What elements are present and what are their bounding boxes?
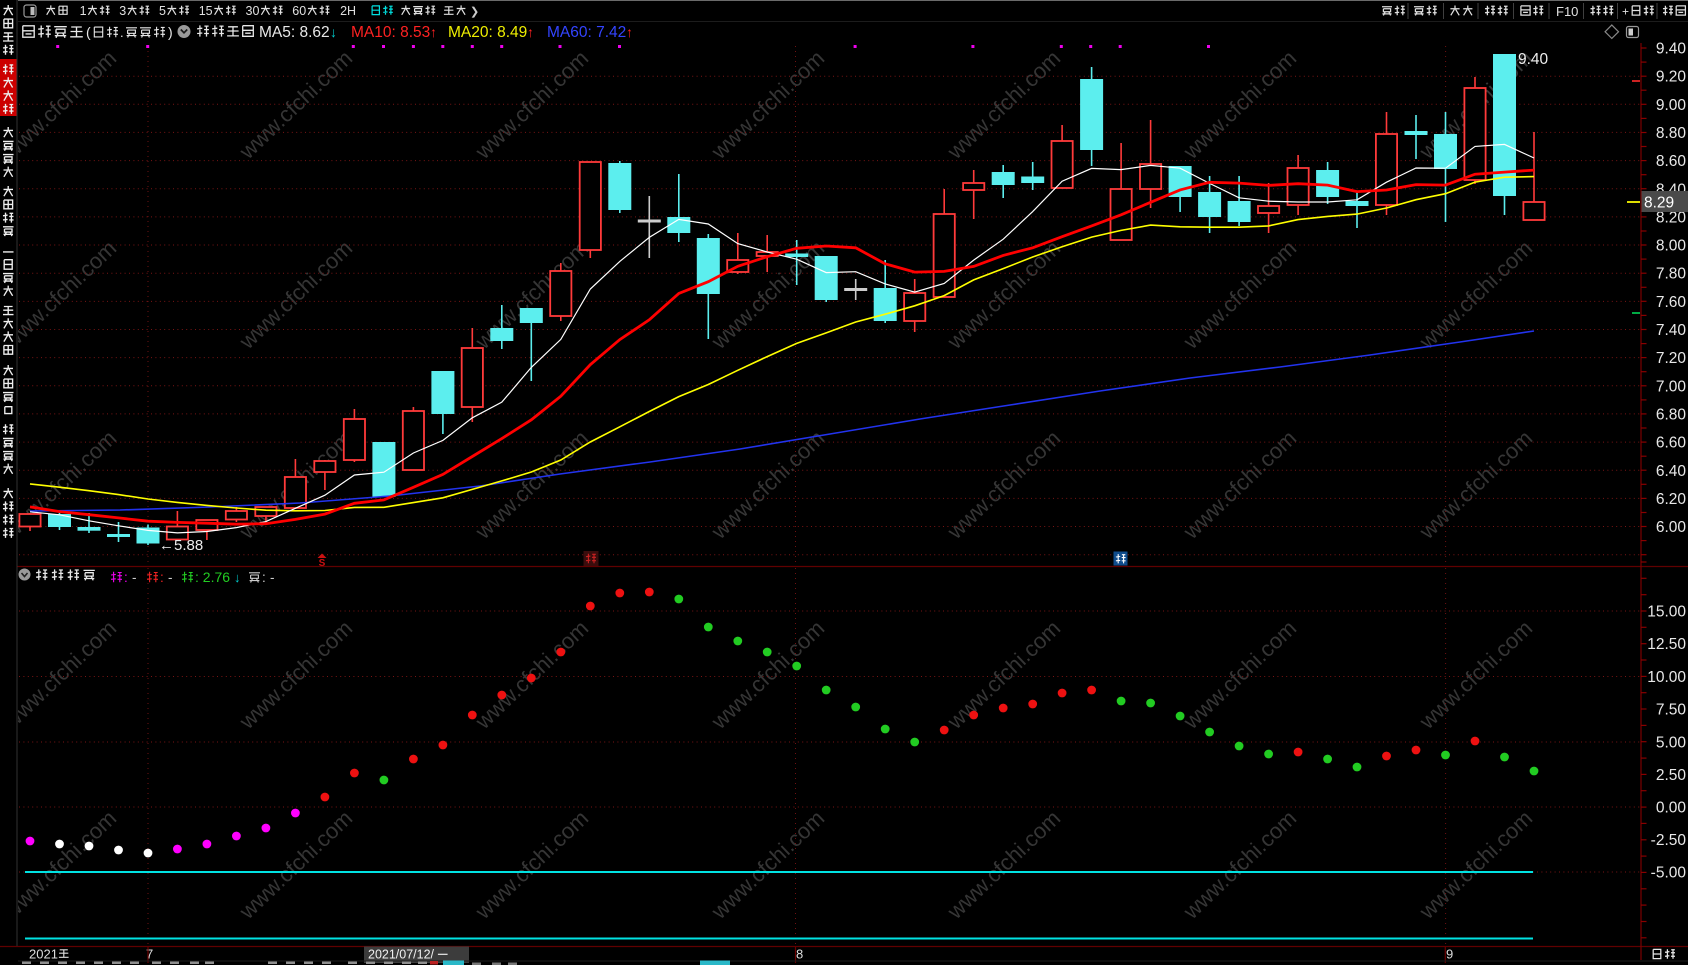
svg-text:6.80: 6.80	[1656, 406, 1687, 423]
svg-text:5.00: 5.00	[1656, 735, 1687, 752]
svg-text:❯: ❯	[470, 6, 479, 18]
svg-text:↓: ↓	[234, 570, 241, 585]
svg-text:9: 9	[1446, 947, 1453, 962]
svg-text:MA20: 8.49: MA20: 8.49	[448, 24, 527, 41]
svg-text:7.80: 7.80	[1656, 266, 1687, 283]
svg-text:9.20: 9.20	[1656, 69, 1687, 86]
svg-text:8.60: 8.60	[1656, 153, 1687, 170]
svg-text:7.20: 7.20	[1656, 350, 1687, 367]
svg-text:12.50: 12.50	[1647, 636, 1686, 653]
svg-text:S: S	[319, 558, 326, 569]
svg-text:6.00: 6.00	[1656, 519, 1687, 536]
svg-text:.: .	[120, 25, 124, 40]
svg-text:-: -	[132, 570, 137, 585]
svg-text:30: 30	[246, 4, 260, 18]
svg-text:MA10: 8.53: MA10: 8.53	[351, 24, 430, 41]
svg-text::: :	[262, 570, 266, 585]
svg-text:2.50: 2.50	[1656, 767, 1687, 784]
svg-text:-: -	[168, 570, 173, 585]
svg-text:2021/07/12/: 2021/07/12/	[368, 948, 435, 962]
svg-text:10.00: 10.00	[1647, 669, 1686, 686]
svg-text:↓: ↓	[330, 24, 337, 40]
svg-text:←5.88: ←5.88	[159, 537, 203, 554]
svg-text:6.20: 6.20	[1656, 491, 1687, 508]
svg-text:MA5: 8.62: MA5: 8.62	[259, 24, 330, 41]
svg-text:7.50: 7.50	[1656, 702, 1687, 719]
svg-text:-2.50: -2.50	[1651, 832, 1687, 849]
svg-text:1: 1	[80, 4, 87, 18]
svg-text:↑: ↑	[527, 24, 534, 40]
svg-text:-5.00: -5.00	[1651, 865, 1687, 882]
svg-text:60: 60	[292, 4, 306, 18]
svg-text:7: 7	[146, 947, 153, 962]
svg-text:-: -	[270, 570, 275, 585]
svg-text:: 2.76: : 2.76	[195, 569, 230, 585]
svg-text:3: 3	[119, 4, 126, 18]
svg-text:MA60: 7.42: MA60: 7.42	[547, 24, 626, 41]
svg-text:+: +	[1622, 5, 1629, 19]
svg-text:9.40: 9.40	[1656, 41, 1687, 58]
svg-text:↑: ↑	[430, 24, 437, 40]
svg-text:2H: 2H	[340, 4, 356, 18]
svg-text:9.00: 9.00	[1656, 97, 1687, 114]
svg-text:7.40: 7.40	[1656, 322, 1687, 339]
svg-text:0.00: 0.00	[1656, 800, 1687, 817]
svg-text:6.40: 6.40	[1656, 463, 1687, 480]
svg-text:F10: F10	[1556, 4, 1578, 19]
svg-text:(: (	[86, 24, 91, 40]
svg-text:8.20: 8.20	[1656, 209, 1687, 226]
svg-text::: :	[160, 570, 164, 585]
svg-text:7.00: 7.00	[1656, 378, 1687, 395]
svg-text:8.29: 8.29	[1644, 195, 1674, 212]
svg-text:8: 8	[796, 947, 803, 962]
svg-text:7.60: 7.60	[1656, 294, 1687, 311]
svg-text:↑: ↑	[626, 24, 633, 40]
svg-text:8.00: 8.00	[1656, 238, 1687, 255]
svg-text:): )	[168, 24, 173, 40]
svg-text:5: 5	[159, 4, 166, 18]
svg-text:8.80: 8.80	[1656, 125, 1687, 142]
svg-text:6.60: 6.60	[1656, 435, 1687, 452]
svg-text:15.00: 15.00	[1647, 604, 1686, 621]
svg-text:15: 15	[199, 4, 213, 18]
svg-text::: :	[124, 570, 128, 585]
svg-text:9.40: 9.40	[1518, 51, 1549, 68]
svg-text:2021: 2021	[29, 947, 58, 962]
